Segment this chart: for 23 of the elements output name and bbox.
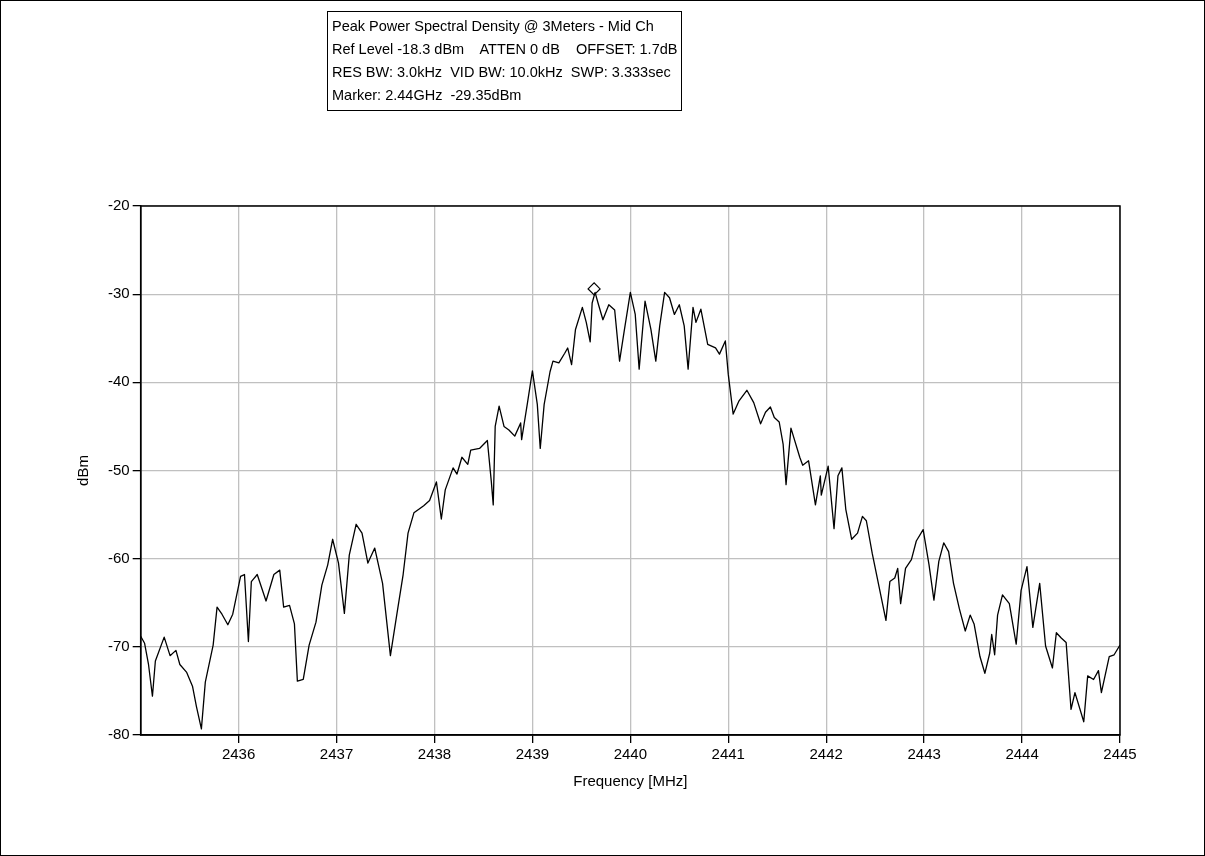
x-tick-label: 2445: [1103, 745, 1137, 763]
x-tick-label: 2439: [515, 745, 550, 763]
y-axis-title: dBm: [74, 455, 92, 486]
text: Marker: 2.44GHz -29.35dBm: [332, 86, 523, 105]
x-tick-label: 2441: [711, 745, 745, 763]
y-tick-label: -40: [107, 372, 130, 390]
x-tick-label: 2444: [1005, 745, 1039, 763]
chart-title: Peak Power Spectral Density @ 3Meters - Mid Ch: [332, 17, 655, 36]
y-tick-label: -70: [107, 636, 130, 654]
y-tick-label: -50: [107, 460, 130, 478]
text: RES BW: 3.0kHz VID BW: 10.0kHz SWP: 3.333sec: [332, 63, 672, 82]
x-tick-label: 2436: [221, 745, 256, 763]
x-tick-label: 2443: [907, 745, 941, 763]
y-tick-label: -60: [107, 548, 130, 566]
x-tick-label: 2442: [809, 745, 843, 763]
x-tick-label: 2440: [613, 745, 648, 763]
x-axis-title: Frequency [MHz]: [573, 772, 688, 790]
text: Ref Level -18.3 dBm ATTEN 0 dB OFFSET: 1.7dB: [332, 40, 678, 59]
y-tick-label: -80: [107, 725, 130, 743]
y-tick-label: -20: [107, 196, 130, 214]
x-tick-label: 2437: [319, 745, 354, 763]
y-tick-label: -30: [107, 284, 130, 302]
x-tick-label: 2438: [417, 745, 452, 763]
